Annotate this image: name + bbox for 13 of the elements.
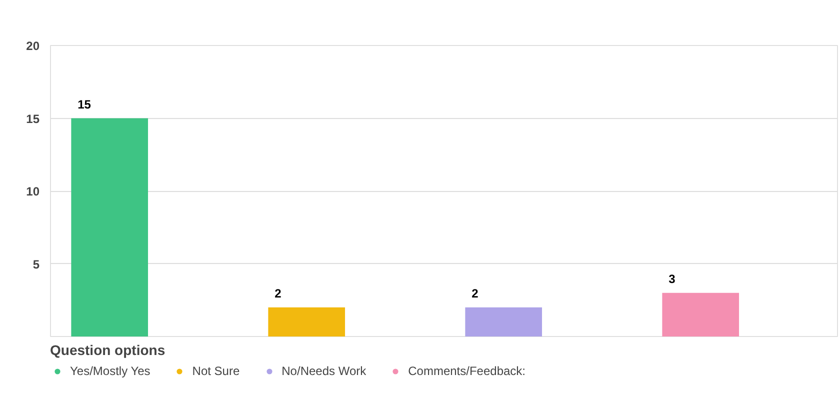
y-tick-label: 15: [26, 112, 40, 126]
y-tick-label: 5: [32, 257, 40, 272]
y-tick-label: 20: [26, 39, 40, 53]
legend-title: Question options: [50, 342, 166, 358]
legend-label: No/Needs Work: [282, 364, 366, 378]
data-label: 3: [668, 272, 676, 286]
y-tick-label: 10: [26, 184, 40, 198]
legend-label: Not Sure: [192, 364, 240, 378]
legend-label: Yes/Mostly Yes: [70, 364, 150, 378]
data-label: 2: [274, 286, 282, 300]
data-label: 15: [78, 97, 92, 112]
legend-label: Comments/Feedback:: [408, 364, 526, 378]
data-label: 2: [472, 286, 479, 300]
